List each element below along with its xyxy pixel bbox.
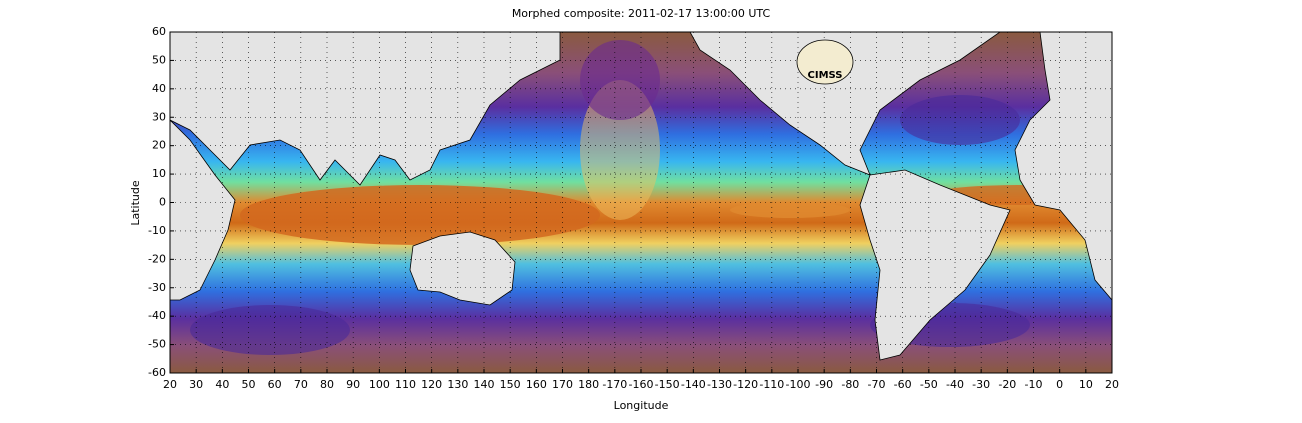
x-tick-label: -70: [868, 378, 886, 391]
x-tick-label: -130: [707, 378, 732, 391]
x-tick-label: 110: [395, 378, 416, 391]
x-tick-label: -50: [920, 378, 938, 391]
x-tick-label: -120: [733, 378, 758, 391]
x-tick-label: 80: [320, 378, 334, 391]
x-tick-label: 60: [268, 378, 282, 391]
x-tick-label: 50: [242, 378, 256, 391]
x-tick-label: -40: [946, 378, 964, 391]
x-tick-label: 150: [500, 378, 521, 391]
x-tick-label: -160: [629, 378, 654, 391]
x-tick-label: 180: [578, 378, 599, 391]
x-tick-label: -150: [655, 378, 680, 391]
y-tick-label: 0: [159, 196, 166, 209]
grid: [170, 32, 1112, 373]
y-tick-label: -30: [148, 281, 166, 294]
y-tick-label: -40: [148, 309, 166, 322]
x-tick-label: -90: [815, 378, 833, 391]
x-tick-label: -30: [972, 378, 990, 391]
y-tick-label: 10: [152, 167, 166, 180]
x-tick-label: 170: [552, 378, 573, 391]
x-tick-label: -110: [759, 378, 784, 391]
x-tick-label: 160: [526, 378, 547, 391]
x-tick-label: -170: [602, 378, 627, 391]
x-tick-label: 20: [1105, 378, 1119, 391]
logo: CIMSS: [796, 39, 854, 85]
x-tick-label: 0: [1056, 378, 1063, 391]
x-tick-label: -10: [1025, 378, 1043, 391]
x-tick-label: -100: [786, 378, 811, 391]
y-tick-label: 20: [152, 139, 166, 152]
x-tick-label: -140: [681, 378, 706, 391]
x-tick-label: 90: [346, 378, 360, 391]
y-tick-label: -10: [148, 224, 166, 237]
x-tick-label: 140: [474, 378, 495, 391]
x-tick-label: 10: [1079, 378, 1093, 391]
x-tick-label: 120: [421, 378, 442, 391]
y-tick-label: -50: [148, 338, 166, 351]
y-tick-label: 40: [152, 82, 166, 95]
y-tick-label: -20: [148, 252, 166, 265]
map-title: Morphed composite: 2011-02-17 13:00:00 U…: [512, 7, 771, 20]
x-tick-label: 130: [447, 378, 468, 391]
x-axis-label: Longitude: [614, 399, 669, 412]
x-tick-label: -60: [894, 378, 912, 391]
x-tick-label: -80: [841, 378, 859, 391]
y-axis-label: Latitude: [129, 180, 142, 226]
x-tick-label: 20: [163, 378, 177, 391]
logo-text: CIMSS: [808, 70, 843, 81]
x-tick-label: 40: [215, 378, 229, 391]
y-tick-label: -60: [148, 366, 166, 379]
x-tick-label: 30: [189, 378, 203, 391]
y-tick-label: 50: [152, 53, 166, 66]
y-tick-label: 60: [152, 25, 166, 38]
y-tick-label: 30: [152, 110, 166, 123]
x-tick-label: -20: [998, 378, 1016, 391]
x-tick-label: 100: [369, 378, 390, 391]
x-tick-label: 70: [294, 378, 308, 391]
